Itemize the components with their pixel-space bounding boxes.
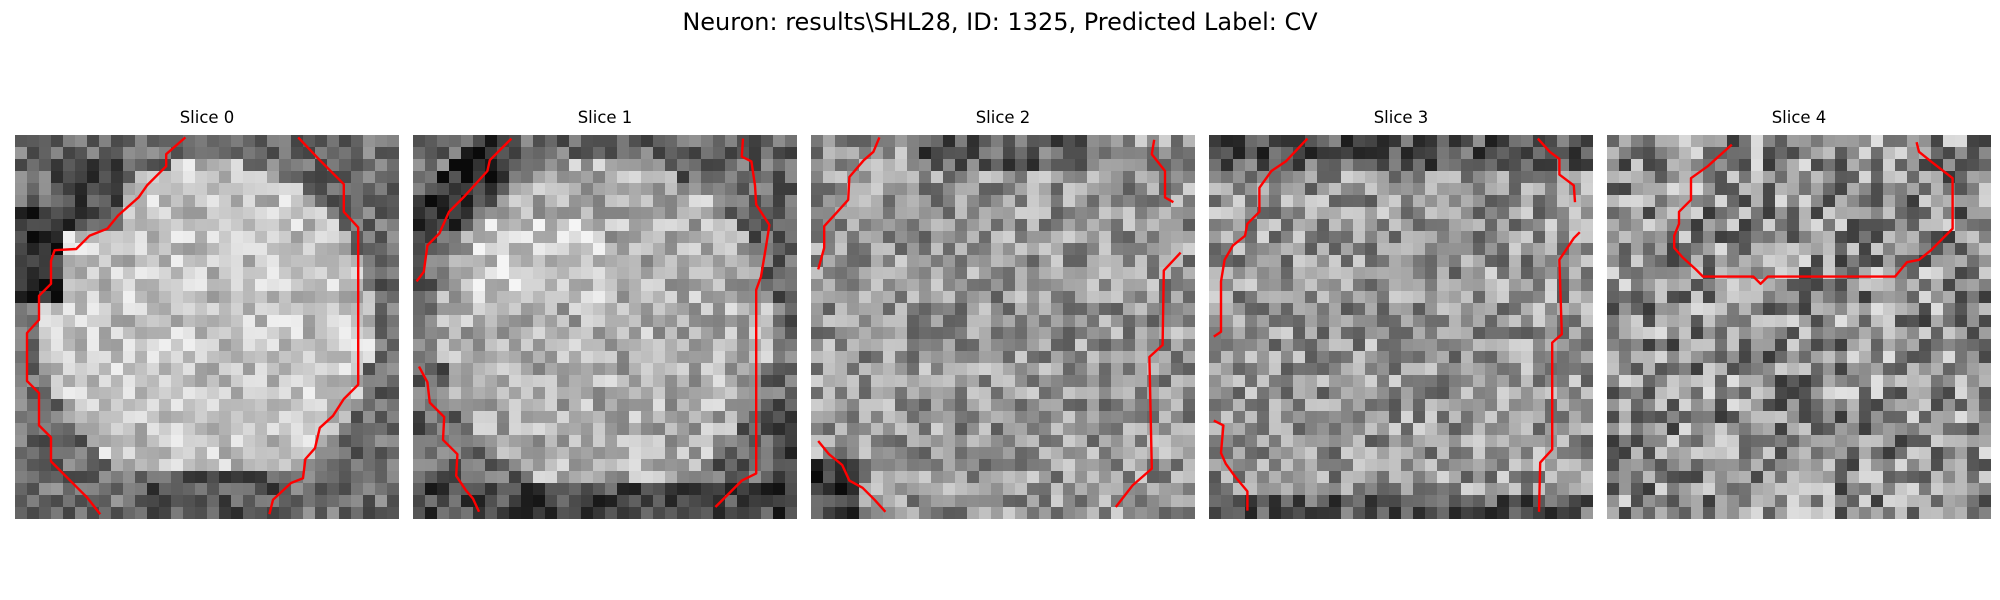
segmentation-contour bbox=[1150, 139, 1174, 204]
slice-panel-1: Slice 1 bbox=[413, 108, 797, 520]
figure-title: Neuron: results\SHL28, ID: 1325, Predict… bbox=[682, 8, 1318, 36]
slice-title-0: Slice 0 bbox=[179, 108, 235, 127]
segmentation-contour bbox=[25, 136, 187, 515]
segmentation-contour bbox=[415, 137, 513, 283]
slice-image-3 bbox=[1209, 135, 1593, 519]
segmentation-contour bbox=[268, 136, 360, 515]
segmentation-contour bbox=[417, 366, 481, 513]
slice-pixels bbox=[1607, 135, 1991, 519]
segmentation-contour bbox=[1536, 137, 1577, 203]
segmentation-contour bbox=[1672, 141, 1954, 285]
segmentation-contour bbox=[1213, 137, 1309, 338]
slice-panel-3: Slice 3 bbox=[1209, 108, 1593, 520]
segmentation-contour bbox=[1537, 231, 1581, 512]
slice-image-1 bbox=[413, 135, 797, 519]
slice-image-2 bbox=[811, 135, 1195, 519]
slice-panel-4: Slice 4 bbox=[1607, 108, 1991, 520]
slice-title-1: Slice 1 bbox=[577, 108, 633, 127]
segmentation-contour bbox=[817, 136, 881, 270]
slice-pixels bbox=[413, 135, 797, 519]
slice-pixels bbox=[15, 135, 399, 519]
segmentation-contour bbox=[1213, 419, 1249, 511]
segmentation-contour bbox=[714, 138, 771, 508]
segmentation-contour bbox=[1114, 251, 1182, 508]
slice-title-3: Slice 3 bbox=[1373, 108, 1429, 127]
slice-image-0 bbox=[15, 135, 399, 519]
slice-panel-0: Slice 0 bbox=[15, 108, 399, 520]
slice-pixels bbox=[811, 135, 1195, 519]
segmentation-contour bbox=[817, 440, 887, 513]
slice-panel-2: Slice 2 bbox=[811, 108, 1195, 520]
slice-image-4 bbox=[1607, 135, 1991, 519]
slice-title-2: Slice 2 bbox=[975, 108, 1031, 127]
slice-title-4: Slice 4 bbox=[1771, 108, 1827, 127]
slice-pixels bbox=[1209, 135, 1593, 519]
